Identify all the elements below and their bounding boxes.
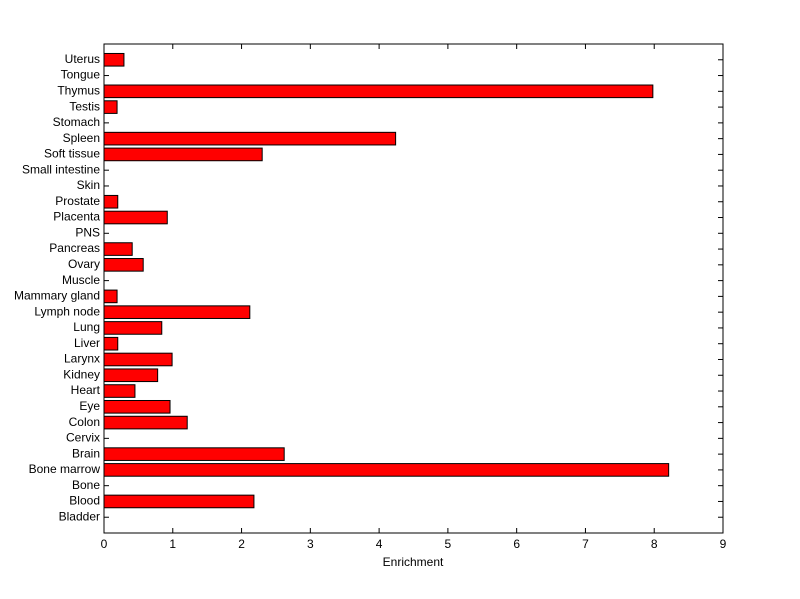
y-tick-label: Prostate xyxy=(55,194,100,208)
x-tick-label: 6 xyxy=(513,537,520,551)
bar xyxy=(103,494,255,509)
y-tick-label: Bone marrow xyxy=(29,462,101,476)
y-tick-label: Tongue xyxy=(61,68,101,82)
y-tick-label: Uterus xyxy=(65,52,100,66)
bar xyxy=(103,399,171,414)
bar xyxy=(103,352,173,367)
bar xyxy=(103,321,163,335)
bar xyxy=(103,242,133,256)
x-tick-label: 4 xyxy=(376,537,383,551)
y-tick-label: Eye xyxy=(79,399,100,413)
x-tick-label: 9 xyxy=(720,537,727,551)
y-tick-label: Spleen xyxy=(63,131,100,145)
bar xyxy=(103,289,118,304)
bar xyxy=(103,194,119,209)
bar xyxy=(103,463,670,477)
bar xyxy=(103,368,159,383)
x-tick-label: 5 xyxy=(445,537,452,551)
bar xyxy=(103,100,118,114)
y-tick-label: Blood xyxy=(69,494,100,508)
bar xyxy=(103,131,397,146)
y-tick-label: Thymus xyxy=(57,83,100,97)
bar xyxy=(103,305,251,319)
y-tick-label: Testis xyxy=(69,99,100,113)
y-tick-label: Mammary gland xyxy=(14,289,100,303)
y-tick-label: Liver xyxy=(74,336,100,350)
bar xyxy=(103,84,654,99)
bar xyxy=(103,415,188,430)
x-tick-label: 8 xyxy=(651,537,658,551)
y-tick-label: Bone xyxy=(72,478,100,492)
y-tick-label: Colon xyxy=(69,415,100,429)
y-tick-label: Bladder xyxy=(59,509,100,523)
y-tick-label: Kidney xyxy=(63,367,100,381)
plot-frame xyxy=(103,43,724,534)
y-tick-label: Small intestine xyxy=(22,162,100,176)
bar xyxy=(103,384,136,398)
bar xyxy=(103,447,285,461)
y-tick-label: Lung xyxy=(73,320,100,334)
bar xyxy=(103,52,125,67)
x-tick-label: 3 xyxy=(307,537,314,551)
x-tick-label: 2 xyxy=(238,537,245,551)
y-tick-label: Ovary xyxy=(68,257,100,271)
x-tick-label: 0 xyxy=(101,537,108,551)
y-tick-label: PNS xyxy=(75,225,100,239)
x-tick-label: 7 xyxy=(582,537,589,551)
y-tick-label: Brain xyxy=(72,446,100,460)
y-tick-label: Muscle xyxy=(62,273,100,287)
y-tick-label: Skin xyxy=(77,178,100,192)
bar xyxy=(103,336,119,351)
y-tick-label: Stomach xyxy=(53,115,100,129)
y-tick-label: Larynx xyxy=(64,352,100,366)
x-axis-label: Enrichment xyxy=(383,555,444,569)
y-tick-label: Cervix xyxy=(66,431,100,445)
bar xyxy=(103,258,144,272)
y-tick-label: Pancreas xyxy=(49,241,100,255)
y-tick-label: Heart xyxy=(71,383,101,397)
y-tick-label: Soft tissue xyxy=(44,147,100,161)
x-tick-label: 1 xyxy=(169,537,176,551)
bar xyxy=(103,147,263,162)
y-tick-label: Placenta xyxy=(53,210,100,224)
bar xyxy=(103,210,168,225)
y-tick-label: Lymph node xyxy=(34,304,100,318)
